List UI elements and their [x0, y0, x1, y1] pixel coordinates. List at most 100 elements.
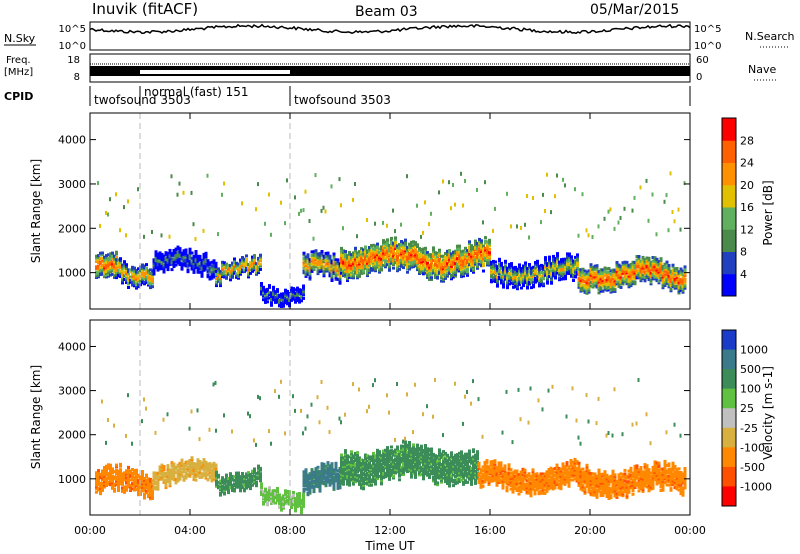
data-cell — [288, 300, 291, 304]
data-cell — [239, 482, 242, 486]
data-cell — [274, 290, 277, 294]
data-cell — [117, 478, 120, 482]
noise-tick-left-bottom: 10^0 — [59, 41, 86, 52]
data-cell — [362, 483, 365, 487]
data-cell — [498, 268, 501, 272]
data-cell — [576, 262, 579, 266]
data-cell — [348, 464, 351, 468]
data-cell — [579, 280, 583, 284]
data-cell — [488, 261, 491, 265]
data-cell — [484, 248, 487, 252]
data-cell — [458, 244, 461, 248]
data-cell — [113, 268, 116, 272]
data-cell — [119, 470, 122, 473]
data-cell — [344, 262, 347, 266]
data-cell — [239, 480, 242, 484]
data-cell — [156, 478, 160, 482]
data-cell — [436, 274, 439, 278]
data-cell — [119, 260, 122, 264]
data-cell — [223, 478, 226, 482]
data-cell — [504, 277, 507, 281]
data-cell — [380, 268, 383, 272]
data-cell — [639, 279, 643, 283]
data-cell — [294, 408, 296, 413]
data-cell — [629, 275, 633, 279]
data-cell — [458, 258, 461, 262]
data-cell — [532, 285, 535, 289]
data-cell — [480, 260, 483, 264]
data-cell — [603, 284, 607, 288]
data-cell — [292, 494, 295, 498]
data-cell — [542, 268, 545, 272]
data-cell — [141, 473, 144, 477]
data-cell — [356, 479, 359, 483]
data-cell — [380, 264, 383, 268]
data-cell — [278, 498, 281, 502]
data-cell — [500, 263, 503, 267]
data-cell — [247, 268, 250, 272]
data-cell — [101, 253, 104, 257]
data-cell — [360, 270, 363, 274]
data-cell — [480, 239, 483, 243]
data-cell — [111, 256, 114, 260]
data-cell — [308, 472, 312, 476]
data-cell — [544, 256, 547, 260]
data-cell — [390, 240, 393, 244]
data-cell — [476, 249, 479, 253]
data-cell — [133, 481, 136, 485]
data-cell — [434, 274, 437, 278]
data-cell — [223, 266, 226, 270]
data-cell — [408, 251, 411, 255]
data-cell — [374, 457, 377, 461]
data-cell — [508, 264, 511, 268]
data-cell — [386, 393, 388, 398]
data-cell — [346, 257, 349, 261]
data-cell — [200, 273, 204, 276]
data-cell — [388, 456, 391, 460]
data-cell — [119, 264, 122, 268]
data-cell — [657, 279, 661, 283]
data-cell — [111, 478, 114, 481]
data-cell — [180, 255, 184, 259]
data-cell — [241, 475, 244, 479]
data-cell — [219, 488, 222, 492]
data-cell — [346, 482, 349, 486]
data-cell — [160, 261, 164, 265]
data-cell — [245, 259, 248, 263]
data-cell — [358, 461, 361, 465]
data-cell — [113, 259, 116, 263]
data-cell — [121, 277, 124, 281]
data-cell — [613, 288, 617, 292]
data-cell — [362, 485, 365, 489]
data-cell — [566, 264, 569, 268]
data-cell — [418, 247, 421, 251]
data-cell — [615, 264, 619, 268]
data-cell — [294, 498, 297, 502]
data-cell — [188, 249, 192, 253]
data-cell — [156, 477, 160, 481]
data-cell — [388, 254, 391, 258]
data-cell — [212, 472, 216, 476]
data-cell — [663, 262, 667, 266]
data-cell — [374, 466, 377, 470]
data-cell — [342, 270, 345, 274]
data-cell — [627, 264, 631, 267]
data-cell — [156, 261, 160, 265]
data-cell — [577, 280, 581, 284]
data-cell — [306, 484, 310, 488]
data-cell — [452, 273, 455, 277]
data-cell — [168, 482, 172, 486]
data-cell — [538, 282, 541, 286]
data-cell — [438, 266, 441, 270]
data-cell — [657, 268, 661, 272]
data-cell — [448, 249, 451, 252]
data-cell — [597, 286, 601, 289]
data-cell — [278, 493, 281, 497]
data-cell — [426, 274, 429, 278]
data-cell — [410, 244, 413, 248]
data-cell — [314, 261, 318, 265]
data-cell — [105, 478, 108, 482]
data-cell — [259, 255, 262, 259]
data-cell — [416, 203, 418, 208]
data-cell — [386, 460, 389, 464]
